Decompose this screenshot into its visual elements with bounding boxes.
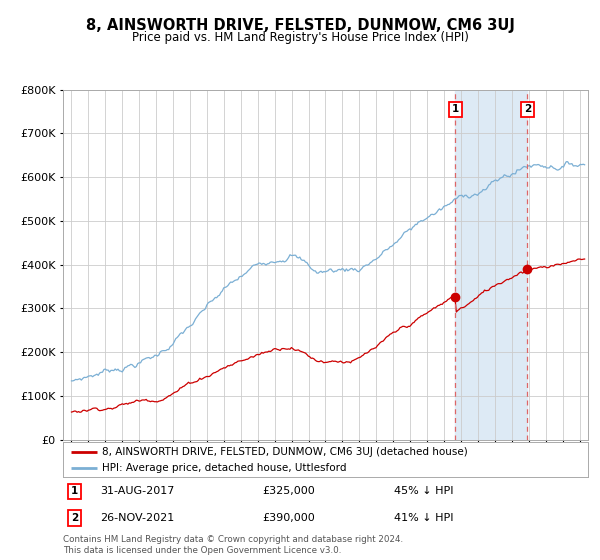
Text: 41% ↓ HPI: 41% ↓ HPI (394, 513, 453, 523)
Text: 1: 1 (452, 104, 459, 114)
Bar (455, 90, 527, 440)
Text: Price paid vs. HM Land Registry's House Price Index (HPI): Price paid vs. HM Land Registry's House … (131, 31, 469, 44)
Text: 8, AINSWORTH DRIVE, FELSTED, DUNMOW, CM6 3UJ (detached house): 8, AINSWORTH DRIVE, FELSTED, DUNMOW, CM6… (103, 447, 468, 457)
Text: HPI: Average price, detached house, Uttlesford: HPI: Average price, detached house, Uttl… (103, 464, 347, 473)
Text: 1: 1 (71, 486, 78, 496)
Text: 31-AUG-2017: 31-AUG-2017 (100, 486, 174, 496)
Text: 2: 2 (71, 513, 78, 523)
Text: Contains HM Land Registry data © Crown copyright and database right 2024.
This d: Contains HM Land Registry data © Crown c… (63, 535, 403, 555)
Text: 8, AINSWORTH DRIVE, FELSTED, DUNMOW, CM6 3UJ: 8, AINSWORTH DRIVE, FELSTED, DUNMOW, CM6… (86, 18, 514, 33)
Text: 26-NOV-2021: 26-NOV-2021 (100, 513, 174, 523)
Text: 45% ↓ HPI: 45% ↓ HPI (394, 486, 453, 496)
Text: 2: 2 (524, 104, 531, 114)
Text: £325,000: £325,000 (263, 486, 315, 496)
Text: £390,000: £390,000 (263, 513, 315, 523)
